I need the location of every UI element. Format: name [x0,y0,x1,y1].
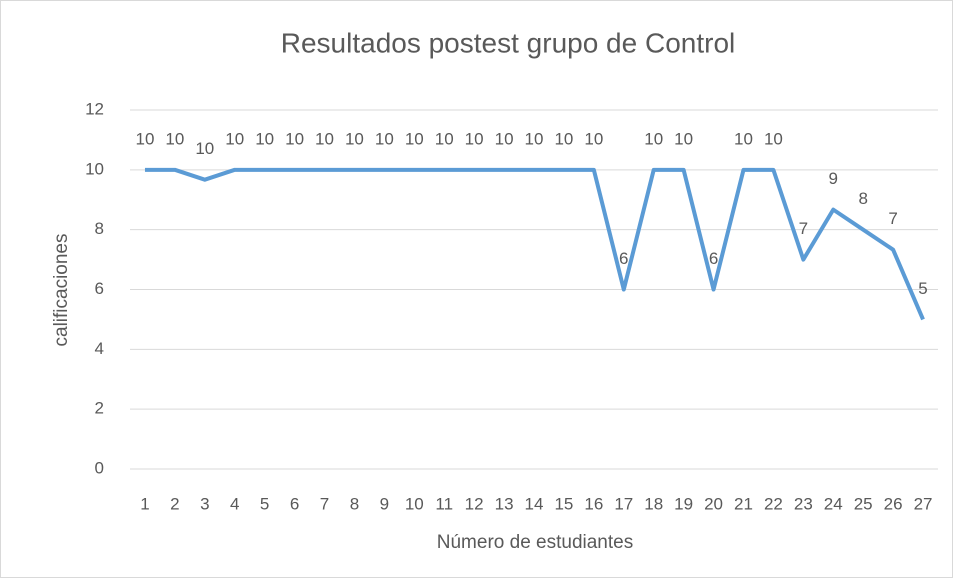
data-label: 10 [465,129,484,148]
x-axis-label: Número de estudiantes [437,532,633,553]
x-tick-label: 13 [495,494,514,513]
data-label: 10 [734,129,753,148]
data-line [144,167,925,321]
x-tick-label: 12 [465,494,484,513]
data-label: 7 [888,209,897,228]
x-tick-label: 11 [435,494,453,513]
x-tick-label: 16 [584,494,603,513]
x-tick-label: 22 [764,494,783,513]
y-tick-label: 4 [95,339,104,358]
data-label: 10 [405,129,424,148]
data-label: 9 [829,169,838,188]
data-label: 10 [345,129,364,148]
y-tick-label: 8 [95,219,104,238]
x-tick-label: 7 [320,494,329,513]
data-label: 10 [495,129,514,148]
x-tick-label: 9 [380,494,389,513]
x-tick-label: 3 [200,494,209,513]
data-label: 7 [799,219,808,238]
x-tick-label: 26 [884,494,903,513]
y-axis-label: calificaciones [51,234,72,347]
data-label: 10 [764,129,783,148]
data-label: 10 [674,129,693,148]
x-tick-label: 1 [140,494,149,513]
x-tick-label: 14 [525,494,544,513]
data-label: 6 [709,249,718,268]
y-tick-label: 0 [95,458,104,477]
data-label: 10 [225,129,244,148]
data-label: 5 [918,279,927,298]
x-tick-label: 15 [554,494,573,513]
x-tick-label: 10 [405,494,424,513]
data-label: 10 [285,129,304,148]
y-tick-label: 12 [85,99,104,118]
y-tick-label: 10 [85,159,104,178]
x-tick-label: 20 [704,494,723,513]
x-tick-label: 23 [794,494,813,513]
data-label: 10 [554,129,573,148]
data-label: 10 [375,129,394,148]
y-tick-label: 2 [95,399,104,418]
x-tick-label: 21 [734,494,753,513]
data-label: 10 [644,129,663,148]
x-tick-label: 25 [854,494,873,513]
data-label: 10 [525,129,544,148]
data-label: 8 [858,189,867,208]
data-label: 10 [584,129,603,148]
x-tick-label: 19 [674,494,693,513]
chart-title: Resultados postest grupo de Control [281,27,736,58]
y-tick-label: 6 [95,279,104,298]
x-tick-label: 5 [260,494,269,513]
data-label: 10 [435,129,454,148]
x-tick-label: 4 [230,494,239,513]
data-label: 10 [315,129,334,148]
x-tick-label: 8 [350,494,359,513]
data-label: 10 [136,129,155,148]
x-tick-label: 24 [824,494,843,513]
x-tick-label: 6 [290,494,299,513]
x-tick-label: 2 [170,494,179,513]
x-tick-label: 17 [614,494,633,513]
x-tick-label: 27 [914,494,933,513]
data-label: 6 [619,249,628,268]
data-label: 10 [255,129,274,148]
x-tick-label: 18 [644,494,663,513]
data-label: 10 [195,139,214,158]
data-label: 10 [165,129,184,148]
